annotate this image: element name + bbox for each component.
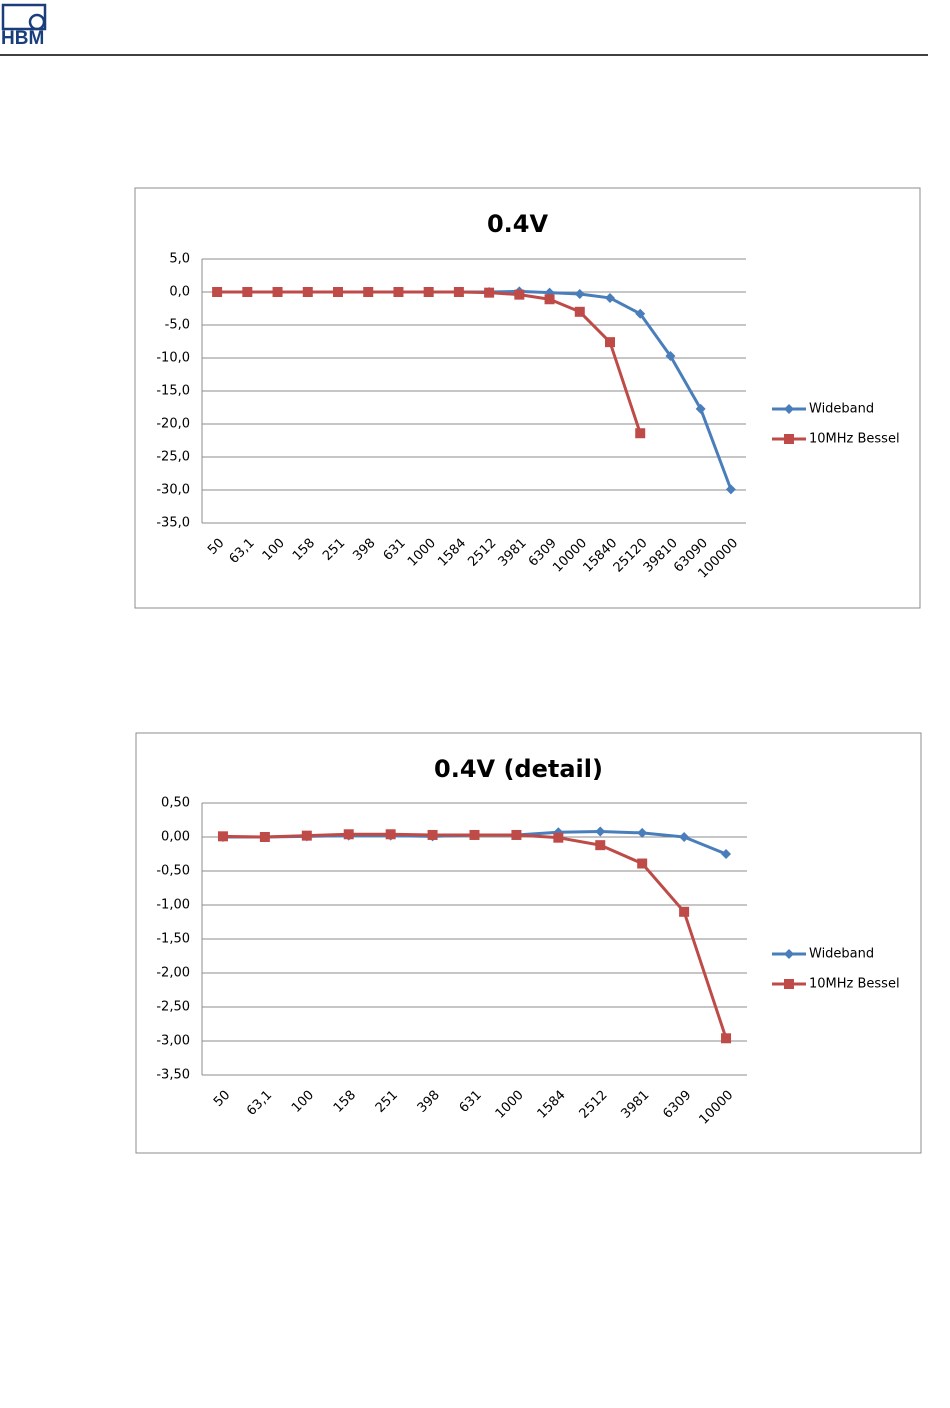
marker	[784, 404, 794, 414]
logo-circle	[28, 13, 46, 31]
marker	[679, 906, 690, 917]
logo-frame	[1, 3, 47, 31]
marker	[784, 434, 794, 444]
marker	[385, 829, 396, 840]
marker	[635, 428, 646, 439]
marker	[469, 829, 480, 840]
y-tick-label: -2,50	[156, 1000, 190, 1015]
marker	[423, 287, 434, 297]
marker	[259, 832, 270, 842]
y-tick-label: -30,0	[156, 483, 190, 498]
marker	[511, 829, 522, 840]
marker	[605, 337, 615, 348]
marker	[574, 288, 585, 299]
marker	[635, 308, 646, 319]
marker	[665, 351, 676, 362]
marker	[544, 294, 555, 305]
marker	[427, 829, 438, 840]
marker	[302, 287, 313, 297]
y-tick-label: -3,50	[156, 1068, 190, 1083]
y-tick-label: -1,50	[156, 932, 190, 947]
y-tick-label: -3,00	[156, 1034, 190, 1049]
marker	[637, 858, 648, 869]
chart-frame	[134, 187, 921, 609]
logo: HBM	[1, 3, 47, 49]
y-tick-label: 0,50	[161, 796, 190, 811]
chart-title: 0.4V (detail)	[434, 755, 603, 783]
marker	[333, 287, 343, 297]
marker	[721, 1033, 732, 1044]
marker	[637, 827, 648, 838]
y-tick-label: -10,0	[156, 351, 190, 366]
chart-title: 0.4V	[487, 210, 549, 238]
marker	[553, 832, 564, 843]
y-tick-label: -20,0	[156, 417, 190, 432]
marker	[784, 979, 794, 989]
marker	[725, 484, 736, 495]
marker	[453, 287, 464, 297]
marker	[679, 832, 690, 842]
y-tick-label: 0,00	[161, 830, 190, 845]
marker	[784, 949, 794, 959]
y-tick-label: -25,0	[156, 450, 190, 465]
logo-text: HBM	[1, 28, 44, 49]
marker	[343, 829, 354, 840]
marker	[393, 287, 404, 297]
y-tick-label: 5,0	[169, 252, 190, 267]
chart: 0.4V (detail) -3,50 -3,00 -2,50 -2,00 -1,50 -1…	[135, 732, 922, 1154]
y-tick-label: -0,50	[156, 864, 190, 879]
marker	[595, 826, 606, 837]
marker	[242, 287, 253, 297]
y-tick-label: -2,00	[156, 966, 190, 981]
legend-label: 10MHz Bessel	[809, 977, 900, 992]
marker	[574, 306, 585, 317]
y-tick-label: -35,0	[156, 516, 190, 531]
y-tick-label: -15,0	[156, 384, 190, 399]
y-tick-label: -5,0	[165, 318, 190, 333]
chart: 0.4V -35,0 -30,0 -25,0 -20,0 -15,0 -10,0 -5,0 0,…	[134, 187, 921, 609]
marker	[595, 840, 606, 851]
marker	[695, 403, 706, 414]
marker	[514, 289, 525, 300]
y-tick-label: -1,00	[156, 898, 190, 913]
marker	[721, 849, 732, 859]
y-tick-label: 0,0	[169, 285, 190, 300]
legend-label: Wideband	[809, 402, 874, 417]
legend-label: Wideband	[809, 947, 874, 962]
marker	[212, 287, 223, 297]
marker	[272, 287, 283, 297]
marker	[363, 287, 374, 297]
legend-label: 10MHz Bessel	[809, 432, 900, 447]
marker	[217, 831, 228, 842]
marker	[605, 292, 615, 303]
marker	[301, 830, 312, 841]
marker	[484, 287, 495, 298]
chart-frame	[135, 732, 922, 1154]
